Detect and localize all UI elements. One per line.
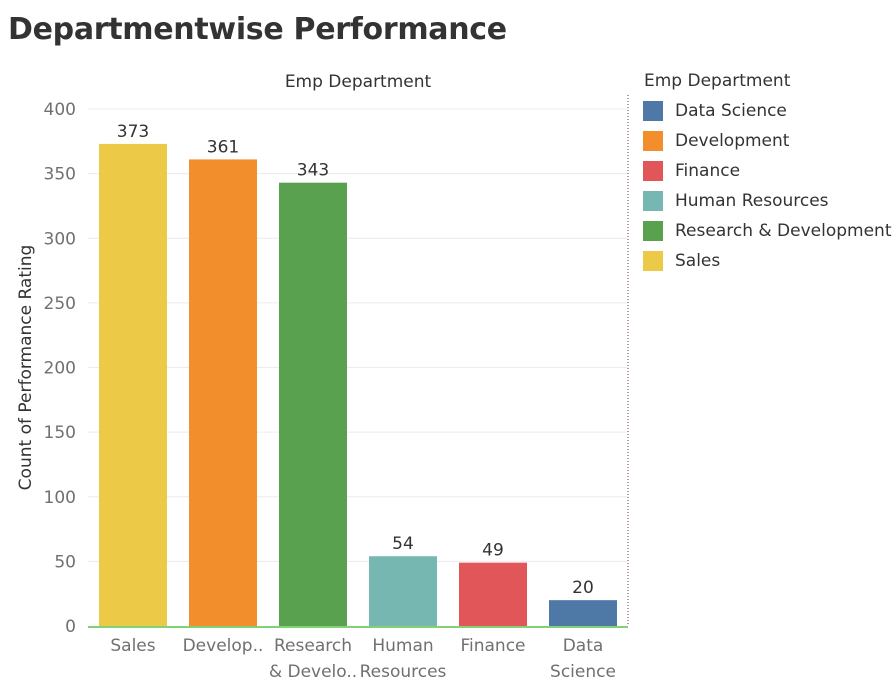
legend-swatch	[643, 161, 663, 181]
y-tick-label: 150	[44, 423, 76, 443]
legend-item[interactable]: Finance	[643, 156, 893, 186]
x-tick-label: & Develo..	[269, 662, 357, 682]
legend-label: Sales	[675, 251, 721, 271]
legend-swatch	[643, 131, 663, 151]
chart-header: Emp Department	[285, 72, 432, 92]
bar	[549, 600, 617, 626]
legend-swatch	[643, 191, 663, 211]
bar	[279, 182, 347, 627]
legend-title: Emp Department	[644, 71, 791, 91]
legend-item[interactable]: Research & Development	[643, 216, 893, 246]
data-label: 361	[207, 137, 239, 157]
y-axis-label: Count of Performance Rating	[16, 245, 36, 491]
legend-label: Human Resources	[675, 191, 829, 211]
x-tick-label: Finance	[460, 636, 525, 656]
y-tick-label: 50	[54, 552, 76, 572]
y-tick-label: 100	[44, 488, 76, 508]
y-tick-label: 200	[44, 359, 76, 379]
data-label: 343	[297, 161, 329, 181]
x-tick-label: Data	[563, 636, 604, 656]
legend: Emp Department Data Science Development Fi…	[643, 70, 893, 276]
y-tick-label: 250	[44, 294, 76, 314]
x-tick-label: Science	[550, 662, 616, 682]
data-label: 54	[392, 534, 414, 554]
legend-swatch	[643, 101, 663, 121]
bar	[189, 159, 257, 626]
page-title: Departmentwise Performance	[8, 12, 507, 47]
bar	[369, 556, 437, 626]
y-tick-label: 350	[44, 165, 76, 185]
y-tick-label: 400	[44, 100, 76, 120]
bar	[459, 562, 527, 626]
legend-label: Development	[675, 131, 790, 151]
legend-label: Data Science	[675, 101, 787, 121]
legend-item[interactable]: Sales	[643, 246, 893, 276]
legend-item[interactable]: Data Science	[643, 96, 893, 126]
x-tick-label: Human	[372, 636, 433, 656]
x-tick-label: Sales	[110, 636, 155, 656]
legend-label: Research & Development	[675, 221, 892, 241]
data-label: 20	[572, 578, 594, 598]
x-tick-label: Resources	[360, 662, 447, 682]
legend-item[interactable]: Human Resources	[643, 186, 893, 216]
data-label: 49	[482, 541, 504, 561]
y-tick-label: 300	[44, 229, 76, 249]
data-label: 373	[117, 122, 149, 142]
y-tick-label: 0	[65, 617, 76, 637]
x-tick-label: Develop..	[183, 636, 264, 656]
x-tick-label: Research	[274, 636, 352, 656]
bar	[99, 143, 167, 626]
legend-item[interactable]: Development	[643, 126, 893, 156]
legend-swatch	[643, 251, 663, 271]
legend-swatch	[643, 221, 663, 241]
legend-items: Data Science Development Finance Human Reso…	[643, 96, 893, 276]
legend-label: Finance	[675, 161, 741, 181]
